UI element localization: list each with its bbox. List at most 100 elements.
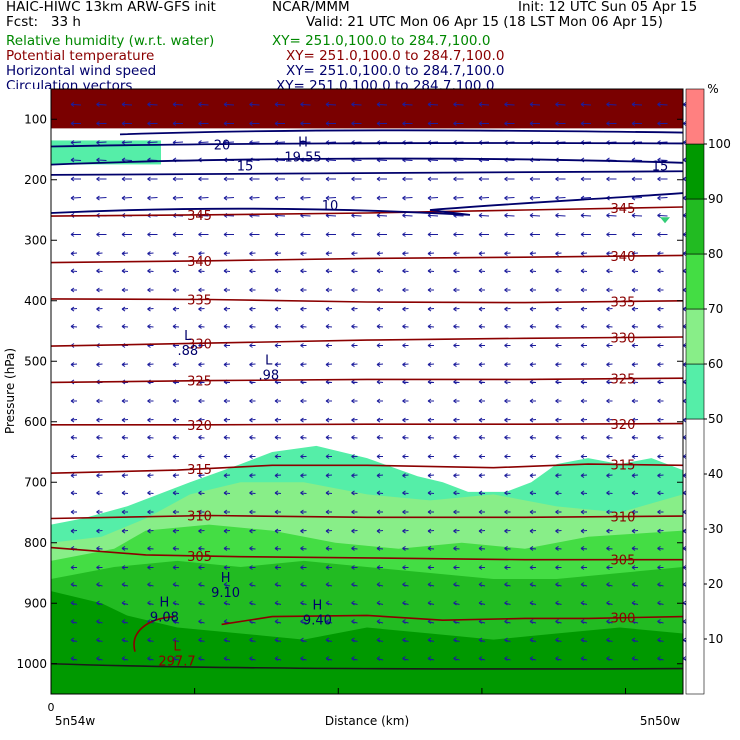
circulation-vector <box>325 251 333 257</box>
colorbar-bin-100 <box>685 88 705 145</box>
circulation-vector <box>580 528 588 534</box>
circulation-vector <box>172 454 179 459</box>
circulation-vector <box>172 582 180 587</box>
circulation-vector <box>402 306 409 312</box>
circulation-vector <box>657 509 664 515</box>
circulation-vector <box>529 565 536 570</box>
circulation-vector <box>631 582 639 587</box>
circulation-vector <box>376 287 383 293</box>
circulation-vector <box>555 287 562 293</box>
circulation-vector <box>657 565 664 570</box>
circulation-vector <box>121 287 128 293</box>
circulation-vector <box>249 287 256 293</box>
circulation-vector <box>351 121 362 126</box>
circulation-vector <box>96 323 103 329</box>
colorbar-bin-70 <box>685 253 705 310</box>
circulation-vector <box>300 565 307 570</box>
y-tick-label: 700 <box>24 475 47 489</box>
wind-speed-contour <box>50 157 684 166</box>
circulation-vector <box>325 619 333 624</box>
circulation-vector <box>631 232 642 237</box>
circulation-vector <box>504 323 511 329</box>
circulation-vector <box>631 434 639 440</box>
valid-time: Valid: 21 UTC Mon 06 Apr 15 (18 LST Mon … <box>306 14 663 30</box>
circulation-vector <box>555 637 562 643</box>
circulation-vector <box>606 212 617 218</box>
circulation-vector <box>325 232 336 237</box>
circulation-vector <box>504 268 511 274</box>
circulation-vector <box>198 101 209 107</box>
circulation-vector <box>351 379 358 385</box>
circulation-vector <box>70 362 78 368</box>
circulation-vector <box>325 323 333 329</box>
circulation-vector <box>580 434 588 440</box>
circulation-vector <box>300 434 307 440</box>
circulation-vector <box>376 306 384 312</box>
circulation-vector <box>427 379 435 385</box>
rh-region-100 <box>51 89 683 129</box>
circulation-vector <box>198 509 205 515</box>
circulation-vector <box>147 362 154 368</box>
circulation-vector <box>198 434 205 440</box>
circulation-vector <box>504 121 515 126</box>
circulation-vector <box>606 379 613 385</box>
circulation-vector <box>300 619 307 624</box>
circulation-vector <box>453 176 464 182</box>
wind-speed-contour-layer: 10 15 15 20 <box>50 129 684 670</box>
circulation-vector <box>198 195 209 201</box>
field-label-vectors: Circulation vectors <box>6 79 133 89</box>
circulation-vector <box>529 656 537 661</box>
circulation-vector <box>580 656 588 661</box>
theta-label-325: 325 <box>611 373 636 388</box>
circulation-vector <box>504 565 511 570</box>
circulation-vector <box>453 268 460 274</box>
circulation-vector <box>402 454 409 459</box>
extremum-label: H <box>221 571 231 586</box>
circulation-vector <box>300 656 307 661</box>
circulation-vector <box>555 379 562 385</box>
circulation-vector <box>504 582 511 587</box>
circulation-vector <box>198 473 205 479</box>
circulation-vector <box>96 490 103 496</box>
circulation-vector <box>427 582 435 587</box>
circulation-vector <box>351 473 358 479</box>
circulation-vector <box>402 600 409 606</box>
circulation-vector <box>172 101 184 107</box>
circulation-vector <box>70 528 78 534</box>
circulation-vector <box>376 454 383 459</box>
circulation-vector <box>606 417 613 423</box>
circulation-vector <box>453 509 460 515</box>
circulation-vector <box>198 268 205 274</box>
circulation-vector <box>198 454 205 459</box>
circulation-vector <box>402 343 409 348</box>
circulation-vector <box>402 528 409 534</box>
circulation-vector <box>657 454 664 459</box>
extremum-label: H <box>298 135 308 150</box>
circulation-vector <box>325 398 332 404</box>
plot-frame <box>50 88 684 695</box>
circulation-vector <box>631 637 639 643</box>
extremum-label: 297.7 <box>158 655 195 670</box>
circulation-vector <box>351 323 358 329</box>
circulation-vector <box>478 287 485 293</box>
circulation-vector <box>325 637 333 643</box>
circulation-vector <box>478 454 485 459</box>
circulation-vector <box>580 398 587 404</box>
circulation-vector <box>529 528 537 534</box>
circulation-vector <box>274 565 281 570</box>
circulation-vector <box>555 473 562 479</box>
circulation-vector <box>580 323 588 329</box>
circulation-vector <box>402 232 413 237</box>
circulation-vector <box>96 417 103 423</box>
extremum-label: 9.40 <box>303 613 332 628</box>
circulation-vector <box>96 195 107 201</box>
circulation-vector <box>529 398 536 404</box>
circulation-vector <box>172 619 180 624</box>
circulation-vector <box>427 121 438 126</box>
circulation-vector <box>402 398 409 404</box>
forecast-hour: Fcst: 33 h <box>6 14 81 30</box>
circulation-vector <box>223 121 234 126</box>
circulation-vector <box>121 176 132 182</box>
y-tick-label: 900 <box>24 596 47 610</box>
theta-label-305: 305 <box>187 550 212 565</box>
